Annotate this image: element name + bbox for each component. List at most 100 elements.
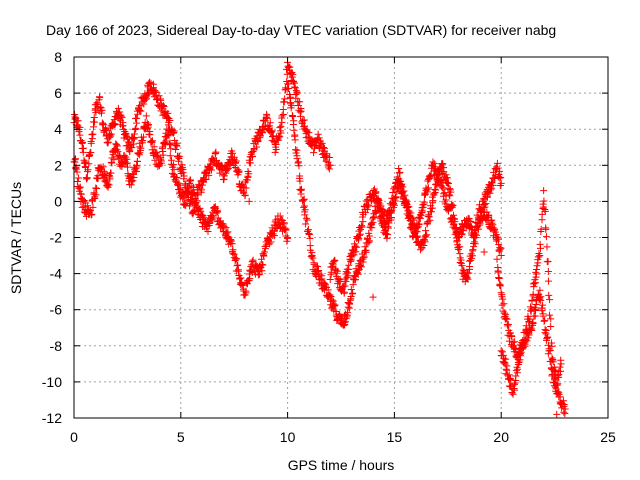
data-point [535,253,543,261]
data-point [188,182,196,190]
data-point [132,124,140,132]
data-point [368,224,376,232]
data-point [377,213,385,221]
data-point [239,183,247,191]
data-point [260,248,268,256]
data-point [162,137,170,145]
data-point [465,269,473,277]
data-point [314,130,322,138]
x-tick-label: 15 [387,429,403,445]
data-point [491,225,499,233]
data-point [504,320,512,328]
data-point [195,206,203,214]
data-point [549,358,557,366]
data-point [333,267,341,275]
data-point [449,214,457,222]
data-point [554,372,562,380]
data-point [229,246,237,254]
y-tick-label: -8 [50,338,63,354]
data-point [387,207,395,215]
data-point [474,225,482,233]
data-point [363,203,371,211]
data-point [302,214,310,222]
data-point [206,219,214,227]
y-tick-label: 2 [54,157,62,173]
data-point [341,318,349,326]
data-point [267,238,275,246]
data-point [300,202,308,210]
data-point [539,312,547,320]
data-point [326,161,334,169]
data-point [94,174,102,182]
data-point [331,256,339,264]
data-point [281,226,289,234]
data-point [166,152,174,160]
data-point [152,148,160,156]
data-point [299,197,307,205]
x-tick-label: 10 [280,429,296,445]
data-point [343,273,351,281]
data-point [482,192,490,200]
data-point [210,156,218,164]
data-point [118,114,126,122]
data-point [397,181,405,189]
data-point [77,190,85,198]
data-point [258,267,266,275]
data-point [290,126,298,134]
y-tick-label: -10 [42,374,62,390]
data-point [498,301,506,309]
data-point [341,282,349,290]
data-point [514,365,522,373]
data-point [160,102,168,110]
data-point [107,130,115,138]
data-point [342,277,350,285]
y-tick-label: 6 [54,85,62,101]
data-point [521,336,529,344]
data-point [498,348,506,356]
data-point [546,311,554,319]
data-point [254,271,262,279]
data-point [395,165,403,173]
data-point [557,360,565,368]
data-point [306,234,314,242]
data-point [202,175,210,183]
data-point [180,192,188,200]
data-point [183,196,191,204]
data-point [271,148,279,156]
data-point [305,129,313,137]
data-point [480,248,488,256]
data-point [348,252,356,260]
data-point [415,220,423,228]
data-point [233,255,241,263]
data-point [132,168,140,176]
data-point [519,342,527,350]
data-point [440,164,448,172]
data-point [347,285,355,293]
data-point [316,270,324,278]
data-point [543,335,551,343]
data-point [359,218,367,226]
data-point [256,270,264,278]
data-point [349,281,357,289]
chart-title: Day 166 of 2023, Sidereal Day-to-day VTE… [46,22,557,38]
data-point [146,78,154,86]
data-point [295,162,303,170]
data-point [371,190,379,198]
data-point [323,150,331,158]
data-point [541,316,549,324]
data-point [290,117,298,125]
data-point [471,240,479,248]
data-point [219,171,227,179]
data-point [229,149,237,157]
data-point [75,184,83,192]
data-point [531,279,539,287]
data-point [71,156,79,164]
data-point [482,200,490,208]
data-point [467,218,475,226]
data-point [141,95,149,103]
data-point [365,201,373,209]
data-point [99,120,107,128]
data-point [276,124,284,132]
data-point [486,189,494,197]
data-point [545,291,553,299]
